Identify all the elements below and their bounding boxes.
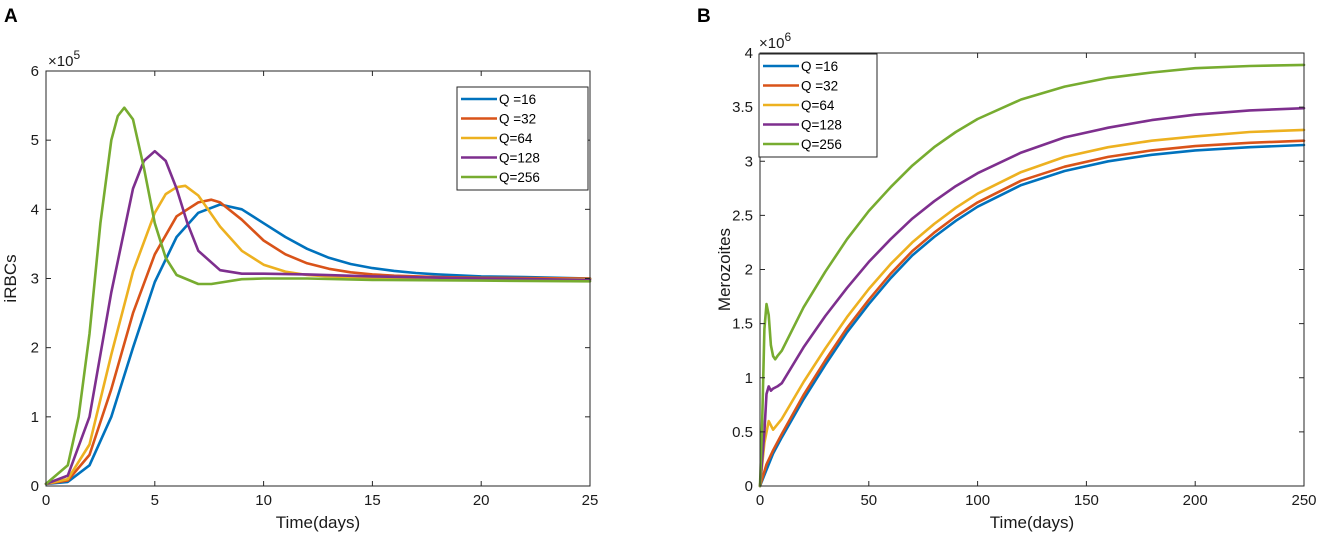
series-line-q64 [758,128,1306,488]
x-tick-label: 15 [364,492,381,509]
y-tick-label: 1 [745,370,753,387]
legend-item: Q=128 [763,118,842,133]
y-tick-label: 3.5 [732,99,753,116]
x-tick-label: 10 [255,492,272,509]
y-tick-label: 0 [745,478,753,495]
series-line-q64 [44,184,592,486]
y-tick-label: 2.5 [732,207,753,224]
legend: Q =16 Q =32 Q=64 Q=128 Q=256 [758,53,878,158]
y-tick-label: 1 [31,409,39,426]
x-axis-label: Time(days) [990,513,1074,532]
y-exponent-power: 5 [73,48,80,62]
y-tick-label: 1.5 [732,316,753,333]
series-line-q16 [44,203,592,486]
panel-b-letter: B [697,6,711,27]
legend-item: Q =16 [461,92,536,107]
legend-label: Q =16 [801,59,838,74]
legend-label: Q =16 [499,92,536,107]
y-axis-label: iRBCs [1,254,20,302]
legend-label: Q=256 [499,170,540,185]
legend-item: Q =32 [763,79,838,94]
x-tick-label: 0 [756,492,764,509]
x-tick-label: 25 [582,492,599,509]
y-exponent-label: ×106 [759,30,791,52]
panel-b-chart: 0 50 100 150 200 250 0 0.5 1 1.5 2 2.5 3 3.5 4 ×106 Time… [715,30,1317,532]
legend-item: Q=256 [763,137,842,152]
series-line-q128 [758,106,1306,488]
legend-label: Q=64 [801,98,835,113]
legend-label: Q=64 [499,131,533,146]
y-exponent-label: ×105 [48,48,80,70]
legend: Q =16 Q =32 Q=64 Q=128 Q=256 [456,86,589,191]
series-line-q32 [44,198,592,486]
legend-item: Q=64 [763,98,835,113]
x-tick-label: 100 [965,492,990,509]
y-tick-label: 4 [31,201,39,218]
legend-item: Q=256 [461,170,540,185]
y-tick-label: 0 [31,478,39,495]
y-tick-label: 5 [31,132,39,149]
x-axis-label: Time(days) [276,513,360,532]
y-tick-label: 3 [31,271,39,288]
legend-label: Q=256 [801,137,842,152]
series-line-q16 [758,143,1306,488]
y-tick-label: 3 [745,153,753,170]
x-tick-label: 20 [473,492,490,509]
series-line-q256 [758,63,1306,488]
x-tick-label: 250 [1291,492,1316,509]
series-line-q128 [44,149,592,486]
x-tick-label: 5 [151,492,159,509]
series-line-q256 [44,106,592,486]
legend-item: Q=128 [461,151,540,166]
legend-label: Q=128 [499,151,540,166]
legend-label: Q =32 [801,79,838,94]
legend-label: Q=128 [801,118,842,133]
y-tick-label: 6 [31,63,39,80]
y-axis-label: Merozoites [715,228,734,311]
y-exponent-power: 6 [784,30,791,44]
panel-a-letter: A [4,6,18,27]
y-tick-label: 4 [745,45,753,62]
legend-label: Q =32 [499,112,536,127]
series-line-q32 [758,139,1306,488]
x-tick-label: 50 [860,492,877,509]
panel-a-chart: 0 5 10 15 20 25 0 1 2 3 4 5 6 ×105 Time(days) iRBCs Q =1… [1,48,598,532]
legend-item: Q=64 [461,131,533,146]
legend-item: Q =32 [461,112,536,127]
y-tick-label: 2 [745,262,753,279]
legend-item: Q =16 [763,59,838,74]
x-tick-label: 150 [1074,492,1099,509]
x-tick-label: 200 [1183,492,1208,509]
y-tick-label: 2 [31,340,39,357]
y-tick-label: 0.5 [732,424,753,441]
x-tick-label: 0 [42,492,50,509]
